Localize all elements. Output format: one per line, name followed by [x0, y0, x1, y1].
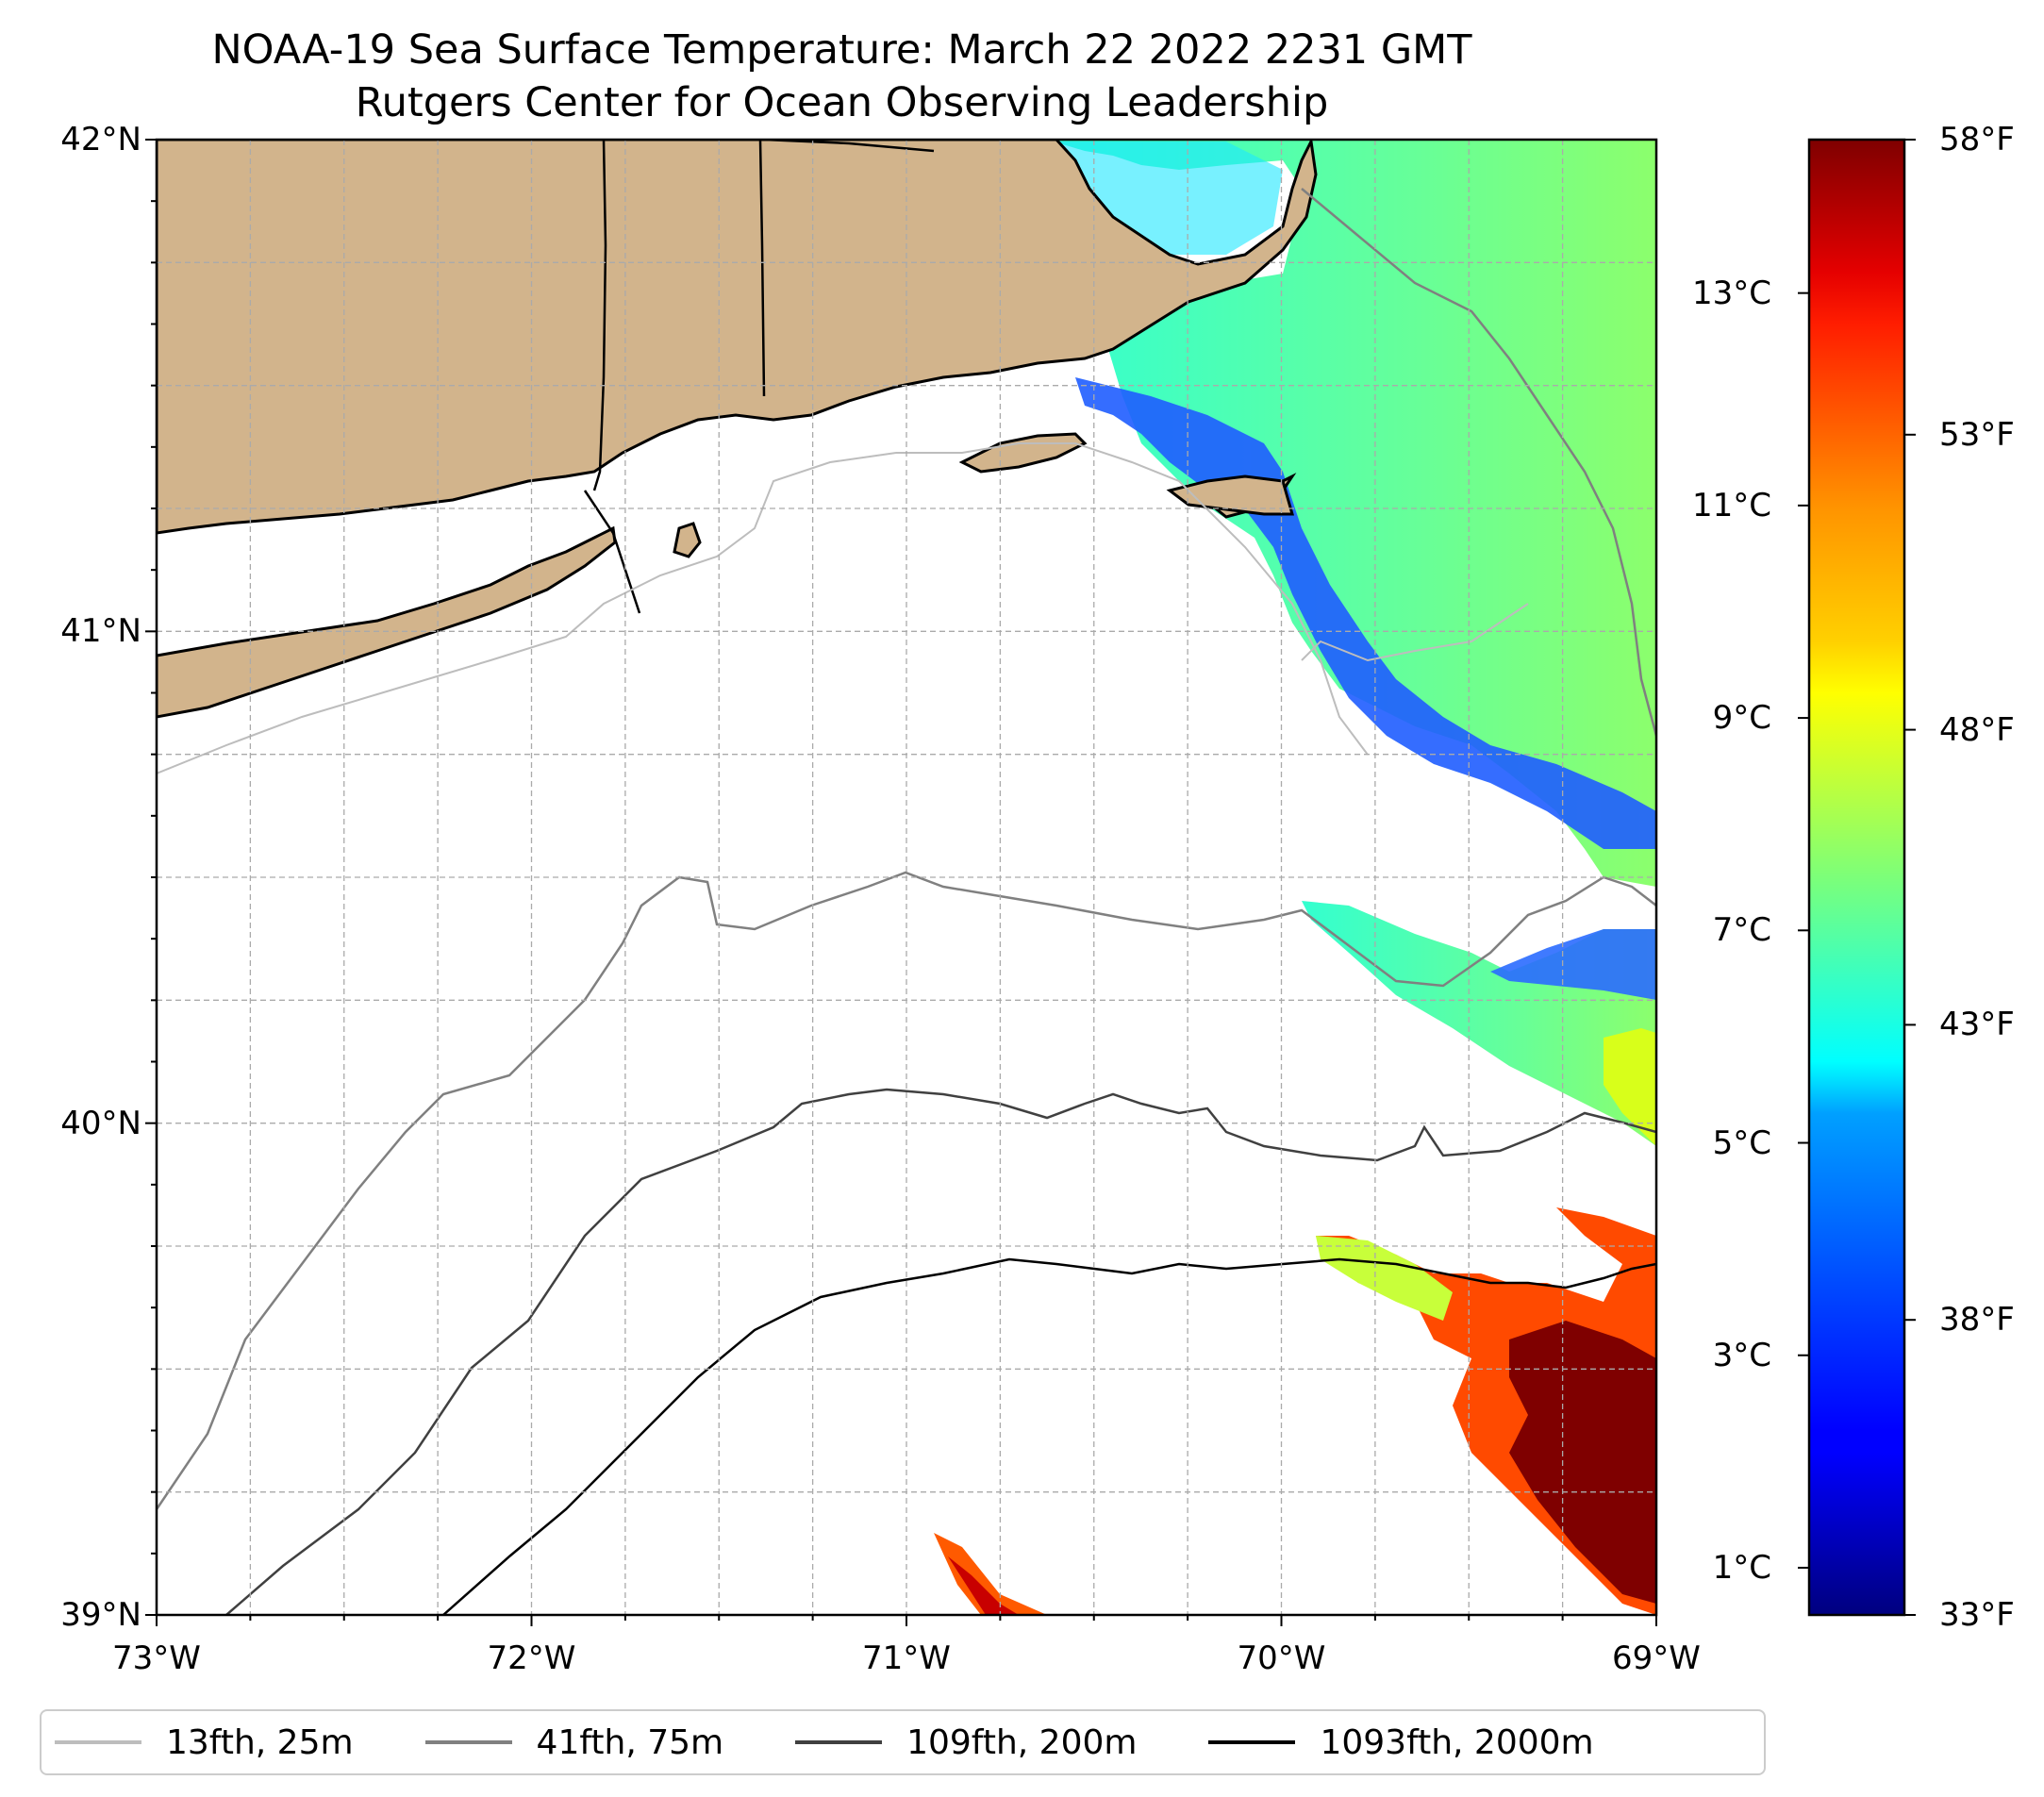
lat-tick-label: 42°N [60, 121, 141, 158]
legend-item: 41fth, 75m [424, 1722, 724, 1762]
colorbar-fahrenheit-label: 48°F [1939, 710, 2015, 749]
lon-tick-label: 72°W [487, 1639, 576, 1677]
map-subtitle: Rutgers Center for Ocean Observing Leade… [355, 79, 1329, 126]
legend-item: 1093fth, 2000m [1208, 1722, 1594, 1762]
sst-patch-warm-sw-core [948, 1556, 1019, 1615]
lon-tick-label: 71°W [862, 1639, 951, 1677]
sst-warm-core [1509, 1321, 1656, 1604]
map-axis-ticks [145, 139, 1657, 1626]
map-title: NOAA-19 Sea Surface Temperature: March 2… [211, 26, 1472, 74]
colorbar-frame [1807, 138, 1906, 1617]
legend-label: 41fth, 75m [536, 1722, 724, 1762]
colorbar-gradient [1809, 140, 1904, 1615]
colorbar-celsius-label: 11°C [1691, 486, 1771, 524]
colorbar-celsius-label: 13°C [1691, 274, 1771, 312]
isobath-legend: 13fth, 25m 41fth, 75m 109fth, 200m 1093fth,… [40, 1709, 1766, 1775]
isobath-75m [157, 188, 1656, 1510]
isobath-25m [157, 442, 1529, 774]
legend-line-swatch [424, 1740, 512, 1744]
colorbar-celsius-label: 9°C [1712, 699, 1771, 738]
colorbar-fahrenheit-label: 58°F [1939, 121, 2015, 158]
legend-label: 109fth, 200m [906, 1722, 1138, 1762]
land-block-island [673, 522, 702, 558]
state-border-ct-ri [758, 140, 766, 397]
land-long-island [157, 525, 617, 719]
colorbar-fahrenheit-label: 38°F [1939, 1301, 2015, 1339]
land-nantucket [1166, 474, 1294, 516]
colorbar-celsius-label: 3°C [1712, 1336, 1771, 1374]
lat-tick-label: 39°N [60, 1596, 141, 1634]
land-new-england [157, 140, 1318, 535]
gridlines [157, 140, 1656, 1615]
map-area [157, 140, 1656, 1615]
sst-patch-north [1047, 140, 1656, 887]
legend-label: 13fth, 25m [166, 1722, 354, 1762]
lon-tick-label: 69°W [1612, 1639, 1701, 1677]
sst-slope-yellow [1604, 1028, 1656, 1146]
colorbar-celsius-label: 7°C [1712, 911, 1771, 950]
colorbar-celsius-label: 1°C [1712, 1548, 1771, 1587]
legend-line-swatch [795, 1740, 883, 1744]
legend-item: 109fth, 200m [795, 1723, 1137, 1762]
legend-line-swatch [1208, 1740, 1296, 1744]
sst-patch-warm-sw [934, 1533, 1047, 1615]
sst-cyan-tint [1056, 141, 1283, 255]
state-border-ri-ma [763, 140, 935, 153]
lon-tick-label: 73°W [112, 1639, 201, 1677]
isobath-2000m [442, 1257, 1656, 1615]
lon-tick-label: 70°W [1237, 1639, 1326, 1677]
colorbar-fahrenheit-label: 33°F [1939, 1596, 2015, 1634]
state-border-ny-sea [583, 490, 641, 614]
state-border-ny-ct [592, 140, 607, 491]
sst-slope-blue [1490, 929, 1656, 1000]
legend-item: 13fth, 25m [55, 1723, 354, 1762]
colorbar-fahrenheit-label: 53°F [1939, 415, 2015, 454]
sst-warm-edge [1316, 1236, 1453, 1321]
colorbar-celsius-label: 5°C [1712, 1123, 1771, 1162]
land-marthas-vineyard [958, 432, 1088, 474]
colorbar-fahrenheit-label: 43°F [1939, 1006, 2015, 1044]
isobath-200m [225, 1088, 1656, 1615]
colorbar-ticks [1798, 139, 1916, 1616]
lat-tick-label: 41°N [60, 612, 141, 651]
legend-line-swatch [55, 1740, 141, 1744]
lat-tick-label: 40°N [60, 1104, 141, 1142]
legend-label: 1093fth, 2000m [1320, 1722, 1594, 1762]
